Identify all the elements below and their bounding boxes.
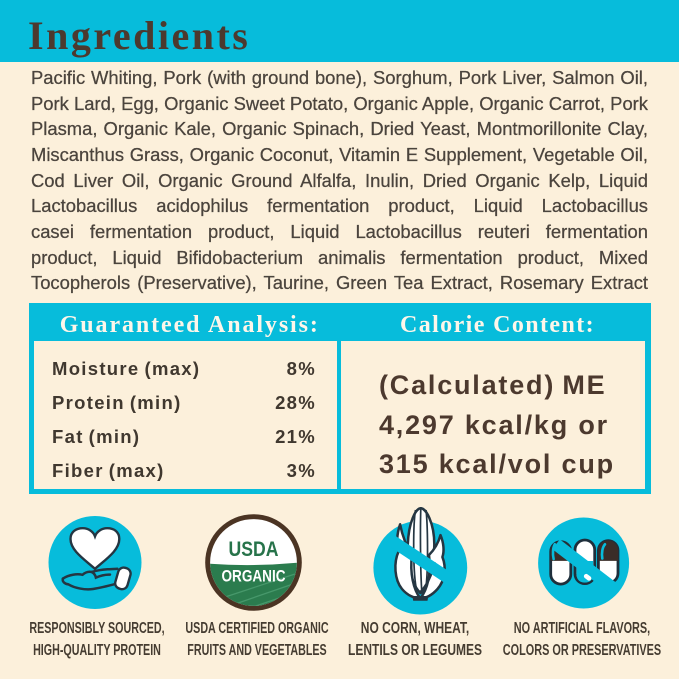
- svg-text:ORGANIC: ORGANIC: [222, 567, 286, 586]
- svg-text:USDA: USDA: [229, 538, 279, 561]
